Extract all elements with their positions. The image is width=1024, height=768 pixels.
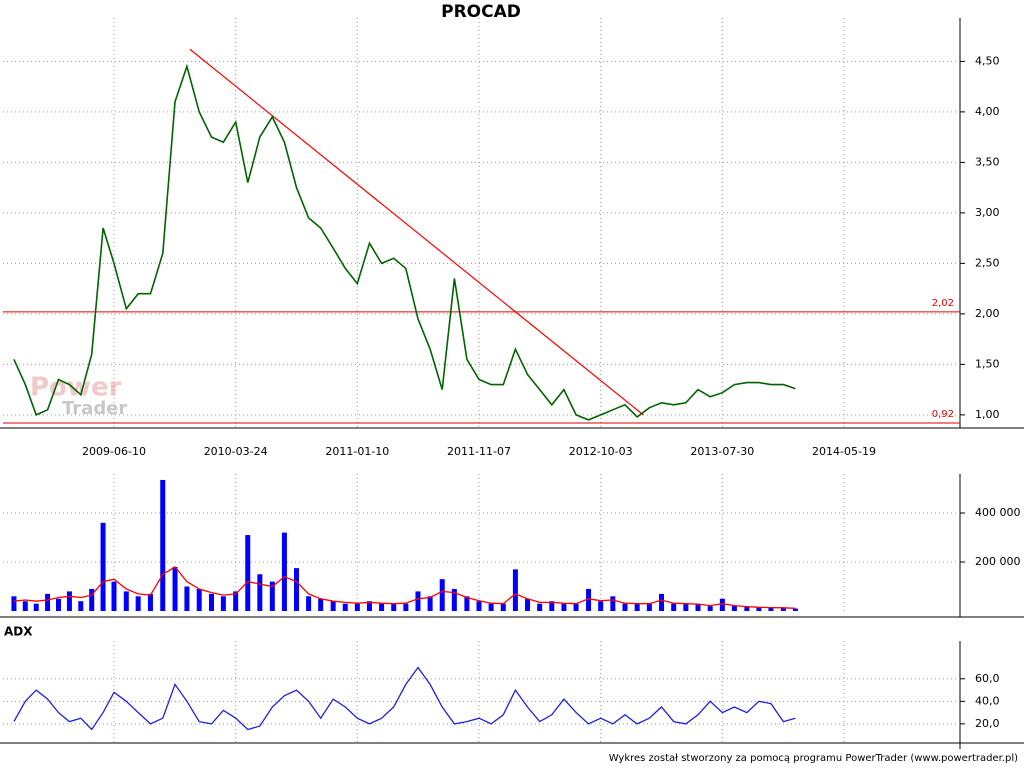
- price-line: [13, 666, 796, 731]
- bar: [354, 603, 360, 611]
- y-tick-label: 20,0: [975, 717, 1000, 730]
- bar: [318, 598, 324, 611]
- bar: [22, 601, 28, 611]
- bar: [45, 593, 51, 611]
- bar: [512, 569, 518, 611]
- bar: [147, 593, 153, 611]
- average-line: [13, 566, 796, 609]
- bar: [330, 601, 336, 611]
- bar: [488, 603, 494, 611]
- bar: [415, 591, 421, 611]
- level-label: 0,92: [932, 409, 954, 420]
- bar: [403, 603, 409, 611]
- bar: [11, 596, 17, 611]
- bar: [525, 598, 531, 611]
- bar: [196, 588, 202, 611]
- x-tick-label: 2013-07-30: [690, 445, 754, 458]
- bar: [366, 601, 372, 611]
- bar: [427, 596, 433, 611]
- y-tick-label: 40,0: [975, 694, 1000, 707]
- chart-title: PROCAD: [441, 2, 521, 22]
- bar: [209, 593, 215, 611]
- bar: [622, 603, 628, 611]
- bar: [476, 601, 482, 611]
- bar: [598, 601, 604, 611]
- x-tick-label: 2010-03-24: [204, 445, 268, 458]
- bar: [768, 607, 774, 611]
- bar: [549, 601, 555, 611]
- y-tick-label: 4,00: [975, 105, 1000, 118]
- bar: [756, 607, 762, 611]
- bar: [379, 603, 385, 611]
- bar: [671, 603, 677, 611]
- bar: [500, 603, 506, 611]
- bar: [537, 603, 543, 611]
- y-tick-label: 3,00: [975, 206, 1000, 219]
- bar: [707, 606, 713, 611]
- watermark: Trader: [62, 398, 127, 419]
- bar: [89, 588, 95, 611]
- bar: [100, 522, 106, 611]
- bar: [78, 601, 84, 611]
- bar: [561, 603, 567, 611]
- level-label: 2,02: [932, 298, 954, 309]
- bar: [744, 606, 750, 611]
- bar: [111, 581, 117, 611]
- y-tick-label: 200 000: [975, 555, 1021, 568]
- bar: [695, 603, 701, 611]
- bar: [780, 607, 786, 611]
- bar: [683, 603, 689, 611]
- bar: [342, 603, 348, 611]
- bar: [439, 579, 445, 611]
- bar: [586, 588, 592, 611]
- bar: [634, 603, 640, 611]
- price-line: [13, 63, 796, 421]
- bar: [659, 593, 665, 611]
- bar: [135, 596, 141, 611]
- y-tick-label: 4,50: [975, 54, 1000, 67]
- bar: [184, 586, 190, 611]
- x-tick-label: 2011-11-07: [447, 445, 511, 458]
- bar: [391, 603, 397, 611]
- bar: [792, 608, 798, 611]
- bar: [233, 591, 239, 611]
- bar: [451, 588, 457, 611]
- bar: [220, 596, 226, 611]
- x-tick-label: 2012-10-03: [569, 445, 633, 458]
- panel-title: ADX: [4, 625, 33, 639]
- bar: [172, 566, 178, 611]
- y-tick-label: 400 000: [975, 506, 1021, 519]
- bar: [294, 568, 300, 611]
- y-tick-label: 1,00: [975, 408, 1000, 421]
- x-tick-label: 2009-06-10: [82, 445, 146, 458]
- bar: [269, 581, 275, 611]
- bar: [257, 574, 263, 611]
- y-tick-label: 2,50: [975, 256, 1000, 269]
- bar: [719, 598, 725, 611]
- bar: [306, 596, 312, 611]
- bar: [123, 591, 129, 611]
- bar: [573, 603, 579, 611]
- bar: [160, 479, 166, 611]
- y-tick-label: 3,50: [975, 155, 1000, 168]
- bar: [56, 598, 61, 611]
- y-tick-label: 1,50: [975, 357, 1000, 370]
- watermark: Power: [30, 373, 122, 403]
- bar: [281, 532, 287, 611]
- footer: Wykres został stworzony za pomocą progra…: [609, 753, 1018, 764]
- bar: [464, 596, 470, 611]
- bar: [33, 603, 39, 611]
- y-tick-label: 2,00: [975, 307, 1000, 320]
- x-tick-label: 2014-05-19: [812, 445, 876, 458]
- bar: [646, 603, 652, 611]
- trend-line: [189, 48, 644, 416]
- bar: [610, 596, 616, 611]
- x-tick-label: 2011-01-10: [325, 445, 389, 458]
- y-tick-label: 60,0: [975, 672, 1000, 685]
- bar: [731, 606, 737, 611]
- bar: [66, 591, 72, 611]
- bar: [245, 535, 251, 611]
